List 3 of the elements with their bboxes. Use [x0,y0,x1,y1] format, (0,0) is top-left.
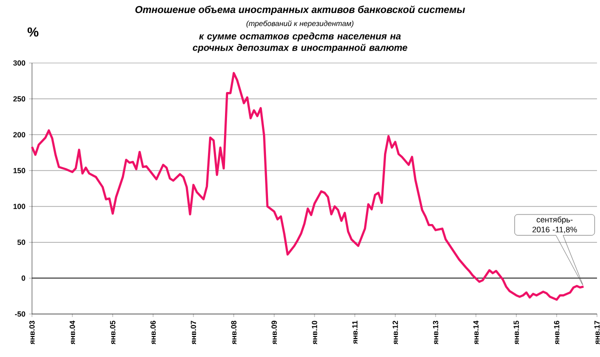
chart-title: Отношение объема иностранных активов банковской системы [135,6,465,16]
y-axis-title: % [28,27,38,37]
text: к сумме остатков средств населения на срочных депозитах в иностранной валюте [192,32,408,53]
